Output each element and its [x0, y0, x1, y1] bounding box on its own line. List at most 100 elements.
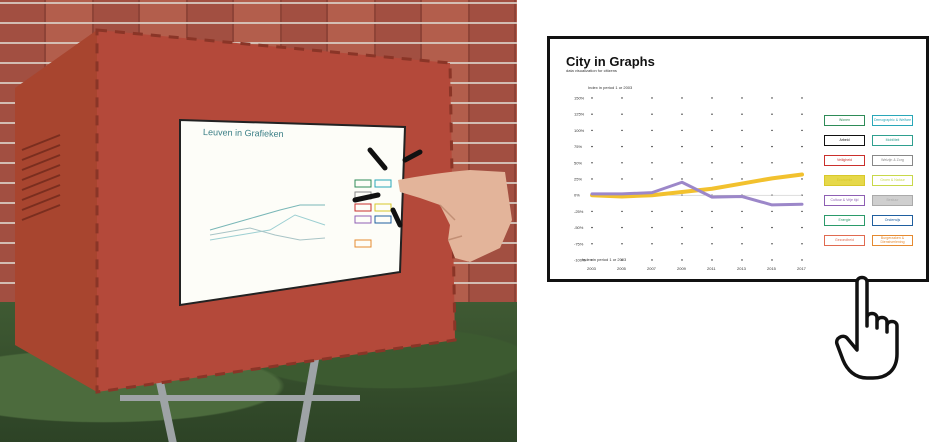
category-button-bestuur[interactable]: Bestuur — [872, 195, 913, 206]
y-tick-label: 0% — [574, 193, 580, 198]
grid-dot — [591, 178, 593, 180]
grid-dot — [741, 178, 743, 180]
grid-dot — [621, 226, 623, 229]
x-tick-label: 2009 — [677, 266, 687, 271]
grid-dot — [621, 178, 623, 180]
category-button-gezondheid[interactable]: Gezondheid — [824, 235, 865, 246]
grid-dot — [771, 129, 773, 132]
chart-bottom-note: Index in period 1 or 2003 — [582, 257, 627, 262]
category-button-onderwijs[interactable]: Onderwijs — [872, 215, 913, 226]
photo-screen-title: Leuven in Grafieken — [202, 126, 284, 140]
grid-dot — [801, 97, 803, 99]
grid-dot — [711, 178, 713, 180]
grid-dot — [651, 129, 653, 132]
grid-dot — [741, 259, 743, 261]
grid-dot — [771, 97, 773, 99]
category-button-arbeid[interactable]: Arbeid — [824, 135, 865, 146]
category-button-veiligheid[interactable]: Veiligheid — [824, 155, 865, 166]
kiosk-photo: Leuven in Grafieken — [0, 0, 517, 442]
pointing-hand-icon — [834, 275, 899, 380]
category-button-energie[interactable]: Energie — [824, 215, 865, 226]
grid-dot — [711, 145, 713, 148]
grid-dot — [591, 129, 593, 132]
grid-dot — [741, 113, 743, 115]
grid-dot — [711, 226, 713, 229]
grid-dot — [801, 259, 803, 261]
page-title: City in Graphs — [566, 54, 655, 69]
grid-dot — [591, 226, 593, 229]
grid-dot — [591, 97, 593, 99]
grid-dot — [681, 97, 683, 99]
grid-dot — [681, 259, 683, 261]
grid-dot — [591, 162, 593, 164]
grid-dot — [591, 259, 593, 261]
grid-dot — [681, 162, 683, 164]
grid-dot — [621, 145, 623, 148]
grid-dot — [651, 97, 653, 99]
x-tick-label: 2017 — [797, 266, 807, 271]
y-tick-label: 125% — [574, 112, 585, 117]
y-tick-label: 100% — [574, 128, 585, 133]
grid-dot — [771, 243, 773, 245]
grid-dot — [711, 97, 713, 99]
category-button-mobiliteit[interactable]: Mobiliteit — [872, 135, 913, 146]
y-tick-label: -100% — [574, 258, 586, 263]
grid-dot — [711, 113, 713, 115]
x-tick-label: 2015 — [767, 266, 777, 271]
grid-dot — [741, 129, 743, 132]
category-button-demographic-welfare[interactable]: Demographic & Welfare — [872, 115, 913, 126]
grid-dot — [801, 243, 803, 245]
grid-dot — [651, 178, 653, 180]
grid-dot — [591, 113, 593, 115]
grid-dot — [651, 226, 653, 229]
grid-dot — [771, 226, 773, 229]
grid-dot — [711, 259, 713, 261]
x-tick-label: 2007 — [647, 266, 657, 271]
grid-dot — [651, 145, 653, 148]
kiosk-monitor-illustration: City in Graphs data visualization for ci… — [547, 36, 929, 282]
grid-dot — [771, 113, 773, 115]
category-button-cultuur-vrije-tijd[interactable]: Cultuur & Vrije tijd — [824, 195, 865, 206]
grid-dot — [741, 226, 743, 229]
grid-dot — [681, 113, 683, 115]
grid-dot — [711, 243, 713, 245]
grid-dot — [621, 97, 623, 99]
x-tick-label: 2003 — [587, 266, 597, 271]
grid-dot — [801, 129, 803, 132]
grid-dot — [771, 145, 773, 148]
kiosk-box — [15, 28, 512, 394]
grid-dot — [801, 113, 803, 115]
grid-dot — [591, 145, 593, 148]
line-chart: -100% -75% -50% -25% 0% 25% 50% 75% 100% 125% 150%… — [574, 96, 807, 272]
grid-dot — [681, 210, 683, 213]
grid-dot — [621, 210, 623, 213]
grid-dot — [801, 145, 803, 148]
grid-dot — [651, 162, 653, 164]
grid-dot — [651, 210, 653, 213]
x-tick-label: 2011 — [707, 266, 716, 271]
category-button-welzijn-zorg[interactable]: Welzijn & Zorg — [872, 155, 913, 166]
grid-dot — [651, 243, 653, 245]
y-tick-label: -75% — [574, 241, 584, 246]
grid-dot — [681, 145, 683, 148]
grid-dot — [771, 210, 773, 213]
grid-dot — [801, 210, 803, 213]
grid-dot — [621, 162, 623, 164]
grid-dot — [591, 210, 593, 213]
category-button-burgerzaken-dienstverlening[interactable]: Burgerzaken & Dienstverlening — [872, 235, 913, 246]
grid-dot — [801, 162, 803, 164]
grid-dot — [651, 259, 653, 261]
category-button-economie[interactable]: Economie — [824, 175, 865, 186]
grid-dot — [591, 243, 593, 245]
grid-dot — [681, 243, 683, 245]
grid-dot — [681, 226, 683, 229]
y-tick-label: 50% — [574, 160, 582, 165]
grid-dot — [741, 243, 743, 245]
category-button-groen-natuur[interactable]: Groen & Natuur — [872, 175, 913, 186]
grid-dot — [621, 129, 623, 132]
x-tick-label: 2005 — [617, 266, 627, 271]
y-tick-label: 150% — [574, 96, 585, 101]
kiosk-stand-bar — [120, 395, 360, 401]
category-button-wonen[interactable]: Wonen — [824, 115, 865, 126]
grid-dot — [651, 113, 653, 115]
